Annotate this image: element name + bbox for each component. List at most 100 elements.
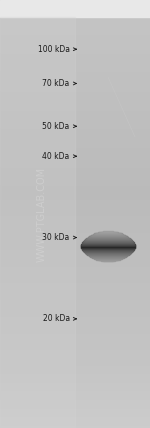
Bar [88,254,128,255]
Text: WWW.PTGLAB.COM: WWW.PTGLAB.COM [37,166,47,262]
Bar [0,286,150,288]
Bar [0,346,150,348]
Bar [0,229,150,231]
Bar [0,253,150,256]
Bar [91,256,125,257]
Bar [0,21,150,23]
Bar [0,7,150,9]
Bar [0,219,150,221]
Bar [0,365,150,367]
Bar [0,172,150,174]
Bar [0,39,150,42]
Bar [0,68,150,70]
Bar [0,182,150,184]
Bar [89,236,127,237]
Bar [0,198,150,200]
Bar [0,104,150,106]
Bar [0,303,150,305]
Bar [0,295,150,297]
Bar [84,251,132,252]
Bar [0,248,150,250]
Bar [0,289,150,291]
Bar [0,45,150,47]
Bar [0,148,150,150]
Bar [0,341,150,342]
Bar [0,118,150,120]
Bar [0,188,150,190]
Bar [0,413,150,415]
Bar [85,240,131,241]
Bar [0,402,150,404]
Bar [0,333,150,335]
Bar [0,395,150,397]
Bar [0,11,150,13]
Bar [0,409,150,411]
Bar [0,77,150,78]
Bar [0,34,150,36]
Bar [0,125,150,127]
Bar [0,214,150,215]
Bar [0,41,150,43]
Bar [0,157,150,158]
Bar [0,423,150,425]
Bar [83,241,133,242]
Bar [0,351,150,352]
Bar [88,255,128,256]
Bar [0,142,150,144]
Bar [0,236,150,238]
Bar [85,252,131,253]
Bar [0,385,150,386]
Bar [0,359,150,361]
Bar [0,302,150,304]
Bar [0,322,150,324]
Bar [82,248,134,249]
Bar [85,239,130,240]
Bar [0,84,150,86]
Bar [0,110,150,111]
Bar [0,81,150,83]
Bar [81,244,135,245]
Bar [0,313,150,315]
Bar [0,80,150,81]
Bar [0,376,150,378]
Bar [0,119,150,121]
Bar [0,228,150,230]
Bar [0,315,150,317]
Bar [98,259,118,260]
Bar [0,300,150,303]
Bar [0,407,150,410]
Bar [0,389,150,391]
Bar [0,299,150,301]
Bar [0,12,150,14]
Bar [0,259,150,261]
Bar [0,251,150,253]
Bar [0,48,150,50]
Bar [86,238,130,239]
Bar [89,255,127,256]
Bar [101,260,115,261]
Bar [0,292,150,294]
Bar [0,5,150,7]
Bar [0,209,150,211]
Bar [84,251,132,252]
Bar [0,64,150,65]
Bar [0,47,150,48]
Bar [0,94,150,95]
Bar [81,246,135,247]
Bar [98,232,118,233]
Bar [92,257,124,258]
Bar [0,282,150,284]
Bar [0,279,150,281]
Bar [0,336,150,338]
Bar [95,233,121,234]
Bar [0,373,150,375]
Bar [0,368,150,369]
Bar [83,250,133,251]
Bar [0,22,150,24]
Bar [0,181,150,183]
Bar [0,262,150,264]
Bar [0,239,150,241]
Bar [0,8,150,10]
Bar [0,56,150,59]
Bar [0,159,150,161]
